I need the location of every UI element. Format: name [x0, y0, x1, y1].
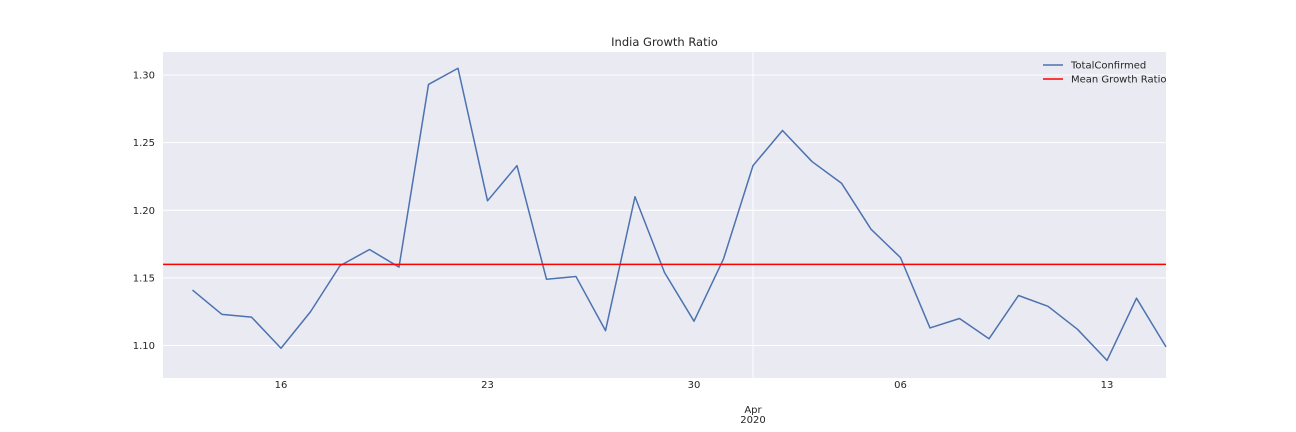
y-tick-label: 1.25 — [133, 138, 155, 149]
legend: TotalConfirmed Mean Growth Ratio — [1043, 61, 1166, 86]
x-major-tick-label-month: Apr — [744, 405, 762, 416]
series-layer — [163, 67, 1167, 362]
legend-label: Mean Growth Ratio — [1071, 75, 1166, 86]
y-tick-label: 1.20 — [133, 206, 155, 217]
y-tick-label: 1.10 — [133, 341, 155, 352]
x-tick-label: 30 — [688, 380, 701, 391]
chart-title: India Growth Ratio — [611, 35, 718, 49]
y-tick-label: 1.15 — [133, 273, 155, 284]
x-major-tick-label-year: 2020 — [740, 415, 765, 426]
series-line-totalconfirmed — [192, 67, 1167, 362]
x-tick-label: 13 — [1101, 380, 1114, 391]
y-tick-label: 1.30 — [133, 70, 155, 81]
x-tick-label: 06 — [894, 380, 907, 391]
plot-area — [163, 52, 1166, 378]
grid-lines — [163, 52, 1166, 378]
legend-label: TotalConfirmed — [1070, 61, 1146, 72]
x-tick-label: 16 — [275, 380, 288, 391]
x-tick-label: 23 — [481, 380, 494, 391]
